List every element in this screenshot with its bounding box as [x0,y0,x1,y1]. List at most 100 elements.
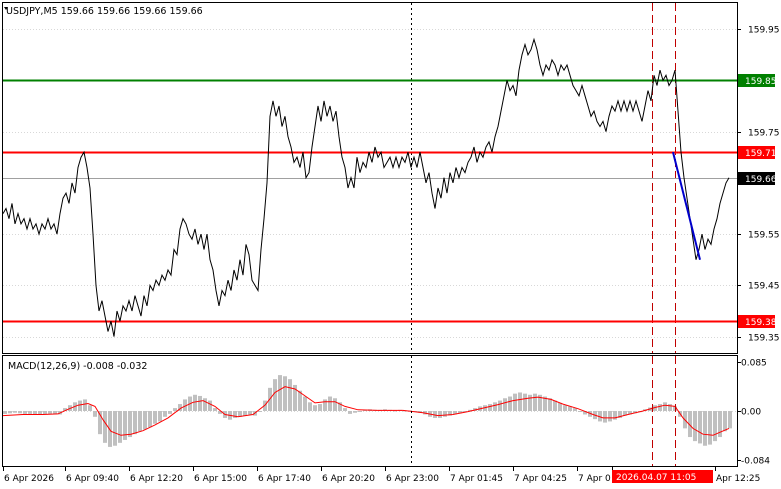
macd-histogram-bar [148,411,152,428]
current-price-tag [738,172,775,185]
time-axis-label: 6 Apr 15:00 [194,474,247,484]
macd-histogram-bar [653,405,657,411]
macd-histogram-bar [488,404,492,411]
highlight-time-tag-box [612,470,713,483]
time-axis-label: 6 Apr 17:40 [258,474,311,484]
macd-histogram-bar [633,411,637,414]
macd-signal-polyline [2,386,730,436]
macd-histogram-bar [493,402,497,411]
macd-histogram-bar [723,411,727,432]
macd-histogram-bar [13,411,17,413]
macd-histogram-bar [183,399,187,411]
macd-histogram-bar [248,411,252,415]
price-level-tag-label: 159.71 [745,149,777,159]
macd-histogram-bar [548,398,552,411]
macd-histogram-bar [328,396,332,411]
macd-histogram-bar [98,411,102,435]
macd-axis: 0.085 0.00 -0.084 [737,359,770,467]
macd-histogram-bar [693,411,697,442]
macd-histogram-bar [278,375,282,411]
macd-histogram-bar [553,400,557,411]
macd-histogram-bar [623,411,627,416]
macd-histogram-bar [558,402,562,411]
macd-histogram-bar [118,411,122,443]
macd-histogram-bar [308,402,312,411]
macd-histogram-bar [518,392,522,411]
macd-histogram-bar [208,400,212,411]
price-series [2,37,730,337]
macd-histogram-bar [353,411,357,413]
price-axis-label: 159.35 [748,334,780,344]
macd-histogram-bar [273,379,277,411]
macd-histogram-bar [48,411,52,414]
macd-histogram-bar [178,404,182,411]
price-tags: 159.85 159.71 159.38 159.66 [738,74,777,328]
price-axis: 159.95 159.75 159.55 159.45 159.35 [737,26,780,344]
macd-histogram-bar [3,411,7,414]
macd-histogram-bar [453,411,457,415]
macd-histogram-bar [83,399,87,411]
macd-histogram-bar [618,411,622,418]
time-axis-label: 7 Apr 04:25 [514,474,567,484]
macd-histogram-bar [358,411,362,412]
macd-histogram-bar [503,398,507,411]
time-axis-label: 6 Apr 23:00 [386,474,439,484]
trend-line[interactable] [672,151,701,260]
macd-histogram-bar [728,411,732,429]
main-price-panel[interactable]: USDJPY,M5 159.66 159.66 159.66 159.66 [2,3,737,353]
macd-histogram-bar [128,411,132,438]
time-axis-label: 7 Apr 01:45 [450,474,503,484]
macd-histogram-bar [53,411,57,415]
price-level-tag-label: 159.85 [745,77,777,87]
macd-histogram-bar [93,411,97,417]
price-level-lines[interactable] [3,79,737,323]
macd-histogram-bar [688,411,692,438]
price-level-tag-label: 159.38 [745,318,777,328]
macd-histogram-bar [153,411,157,424]
macd-histogram-bar [258,411,262,412]
macd-histogram-bar [393,410,397,412]
macd-histogram-bar [18,411,22,414]
macd-histogram [3,375,737,447]
macd-axis-label: 0.00 [741,408,761,418]
macd-histogram-bar [138,411,142,432]
macd-histogram-bar [298,390,302,411]
macd-histogram-bar [8,411,12,414]
macd-panel[interactable]: MACD(12,26,9) -0.008 -0.032 [2,356,737,466]
macd-histogram-bar [293,384,297,411]
macd-histogram-bar [233,411,237,418]
macd-histogram-bar [658,404,662,411]
macd-histogram-bar [23,411,27,414]
main-panel-border [2,2,738,354]
macd-histogram-bar [538,394,542,411]
macd-histogram-bar [288,379,292,411]
dropdown-triangle-icon[interactable] [4,7,8,10]
macd-histogram-bar [628,411,632,415]
macd-histogram-bar [63,408,67,411]
macd-histogram-bar [348,411,352,414]
macd-histogram-bar [608,411,612,422]
macd-histogram-bar [103,411,107,443]
macd-histogram-bar [708,411,712,445]
macd-histogram-bar [38,411,42,415]
downtrend-segment [672,151,701,260]
macd-histogram-bar [443,411,447,417]
macd-histogram-bar [568,406,572,411]
macd-histogram-bar [583,411,587,415]
macd-histogram-bar [458,411,462,414]
macd-histogram-bar [163,411,167,417]
macd-histogram-bar [243,411,247,416]
macd-histogram-bar [133,411,137,435]
macd-histogram-bar [303,396,307,411]
macd-histogram-bar [598,411,602,422]
macd-histogram-bar [563,405,567,411]
macd-histogram-bar [283,376,287,411]
macd-title: MACD(12,26,9) -0.008 -0.032 [8,361,147,372]
macd-histogram-bar [313,405,317,411]
current-price-label: 159.66 [745,175,777,185]
macd-histogram-bar [573,408,577,411]
macd-histogram-bar [28,411,32,414]
price-axis-label: 159.45 [748,282,780,292]
macd-histogram-bar [588,411,592,417]
